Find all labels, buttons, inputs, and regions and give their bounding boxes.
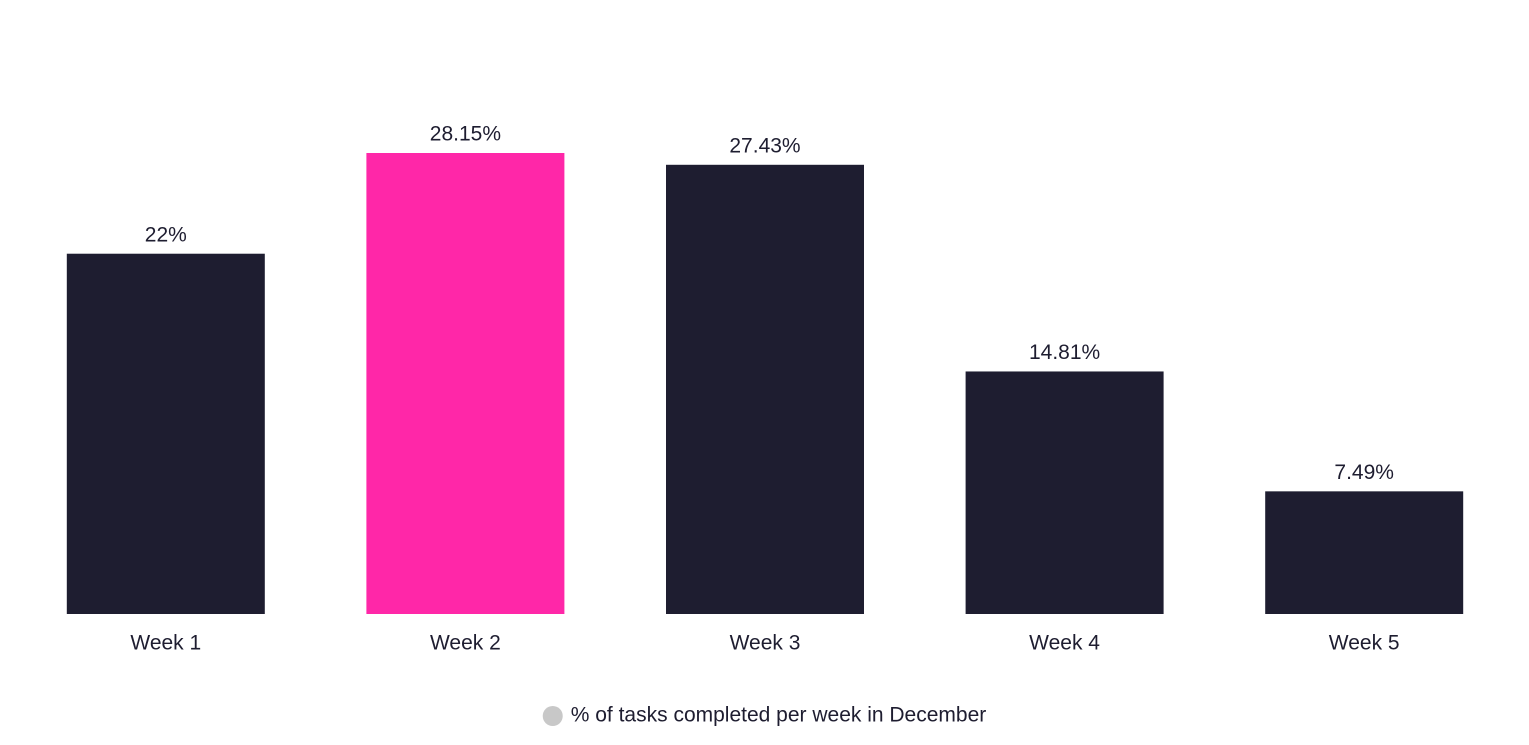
- x-tick-label: Week 3: [730, 632, 801, 655]
- bar: [66, 253, 265, 614]
- value-label: 7.49%: [1334, 461, 1394, 484]
- legend-marker: [542, 706, 563, 726]
- x-tick-label: Week 1: [130, 632, 201, 655]
- value-label: 27.43%: [729, 134, 800, 157]
- value-label: 28.15%: [430, 123, 501, 146]
- value-label: 14.81%: [1029, 341, 1100, 364]
- legend-label: % of tasks completed per week in Decembe…: [571, 704, 987, 727]
- x-tick-label: Week 4: [1029, 632, 1100, 655]
- value-label: 22%: [145, 223, 187, 246]
- bar: [965, 371, 1164, 614]
- bar: [666, 164, 864, 614]
- bar: [366, 153, 565, 614]
- x-tick-label: Week 5: [1329, 632, 1400, 655]
- x-tick-label: Week 2: [430, 632, 501, 655]
- bar: [1265, 491, 1464, 614]
